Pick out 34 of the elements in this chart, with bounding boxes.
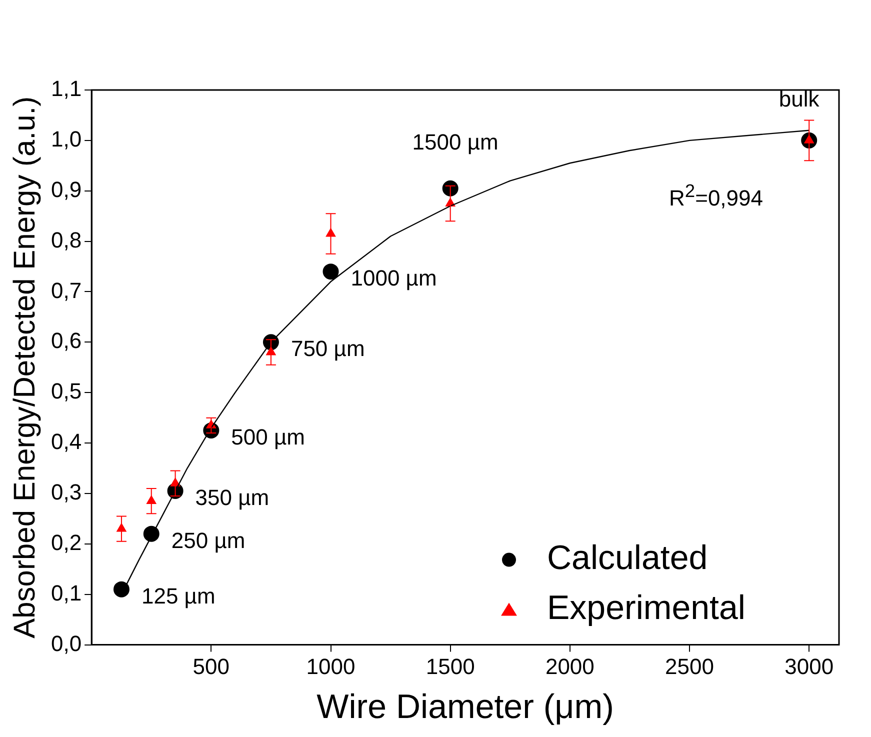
y-tick-label: 0,4 bbox=[50, 429, 82, 454]
y-tick-label: 1,0 bbox=[50, 126, 82, 152]
y-tick-label: 0,8 bbox=[50, 227, 82, 252]
annotation: 125 µm bbox=[141, 583, 216, 608]
annotation: 500 µm bbox=[231, 424, 305, 450]
point bbox=[143, 526, 160, 542]
annotation: 350 µm bbox=[195, 485, 270, 510]
point bbox=[113, 581, 130, 598]
annotation: 1000 µm bbox=[350, 266, 437, 291]
x-tick-label: 500 bbox=[192, 654, 230, 680]
x-tick-label: 1500 bbox=[426, 654, 475, 680]
legend-label: Calculated bbox=[547, 539, 708, 578]
x-axis-title: Wire Diameter (μm) bbox=[316, 688, 614, 726]
y-tick-label: 0,5 bbox=[50, 378, 82, 404]
y-tick-label: 0,3 bbox=[50, 480, 82, 505]
x-tick-label: 2000 bbox=[545, 654, 594, 680]
y-tick-label: 0,7 bbox=[50, 278, 82, 303]
annotation: 750 µm bbox=[290, 336, 365, 362]
y-tick-label: 0,9 bbox=[50, 176, 82, 202]
y-tick-label: 1,1 bbox=[50, 76, 82, 102]
point bbox=[322, 264, 339, 280]
y-tick-label: 0,0 bbox=[50, 630, 82, 656]
x-tick-label: 1000 bbox=[306, 654, 356, 680]
legend-label: Experimental bbox=[547, 589, 746, 628]
annotation: R$^{2}$=0,994 bbox=[669, 180, 763, 212]
annotation: 1500 µm bbox=[412, 129, 498, 154]
x-tick-label: 2500 bbox=[665, 654, 714, 680]
y-tick-label: 0,2 bbox=[50, 530, 82, 555]
annotation: bulk bbox=[778, 86, 820, 112]
y-axis-title: Absorbed Energy/Detected Energy (a.u.) bbox=[8, 96, 42, 638]
y-tick-label: 0,1 bbox=[50, 580, 82, 606]
x-tick-label: 3000 bbox=[784, 654, 834, 680]
annotation: 250 µm bbox=[171, 528, 246, 553]
y-tick-label: 0,6 bbox=[50, 328, 82, 354]
